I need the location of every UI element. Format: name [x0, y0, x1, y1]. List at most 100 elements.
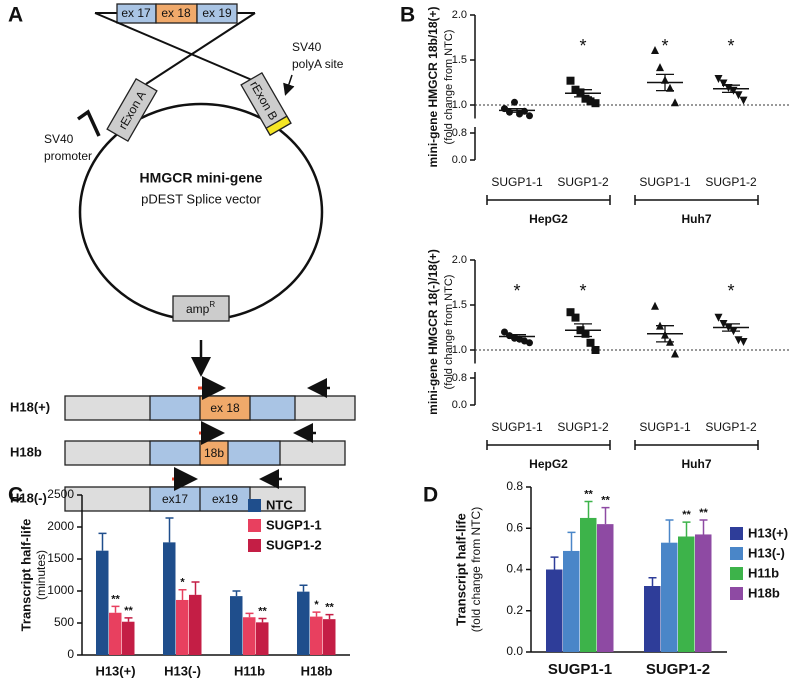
- bar: [661, 542, 678, 652]
- group-bracket: [634, 440, 759, 450]
- error-bar: [567, 531, 576, 551]
- y-tick-label: 1.0: [452, 99, 467, 111]
- error-bar: [574, 89, 592, 98]
- legend-label: H13(-): [748, 545, 785, 560]
- y-axis-title: Transcript half-life: [453, 513, 468, 626]
- error-bar: [124, 617, 133, 622]
- error-bar: [601, 506, 610, 525]
- data-point: [526, 112, 533, 120]
- legend-swatch: [730, 567, 743, 580]
- y-tick-label: 2.0: [452, 254, 467, 266]
- group-bracket: [634, 195, 759, 205]
- bar: [546, 569, 563, 652]
- group-label: Huh7: [682, 457, 712, 471]
- vector-type: pDEST Splice vector: [141, 191, 261, 206]
- bar: [597, 524, 614, 652]
- significance-label: **: [584, 488, 593, 500]
- y-axis-title: mini-gene HMGCR 18b/18(+): [426, 6, 440, 167]
- x-tick-label: H13(+): [95, 663, 135, 678]
- error-bar: [232, 590, 241, 597]
- bar: [176, 599, 189, 655]
- error-bar: [191, 581, 200, 595]
- error-bar: [98, 532, 107, 551]
- exon-label: ex19: [212, 492, 238, 506]
- x-tick-label: SUGP1-2: [705, 175, 757, 189]
- promoter-label: SV40: [44, 132, 74, 146]
- bar: [122, 621, 135, 655]
- bar: [163, 542, 176, 655]
- y-tick-label: 0: [67, 647, 74, 661]
- significance-label: **: [601, 495, 610, 507]
- error-bar: [584, 500, 593, 518]
- legend-label: H13(+): [748, 525, 788, 540]
- x-tick-label: SUGP1-1: [491, 420, 543, 434]
- legend-label: NTC: [266, 497, 293, 512]
- y-tick-label: 0.6: [506, 520, 523, 534]
- y-tick-label: 0.8: [506, 479, 523, 493]
- x-tick-label: H13(-): [164, 663, 201, 678]
- y-tick-label: 2500: [47, 487, 74, 501]
- legend-swatch: [730, 547, 743, 560]
- bar: [230, 596, 243, 655]
- significance-label: *: [661, 36, 668, 56]
- bar: [695, 534, 712, 652]
- data-point: [511, 98, 518, 106]
- data-point: [571, 313, 580, 322]
- promoter-label: promoter: [44, 149, 92, 163]
- significance-label: **: [699, 507, 708, 519]
- legend-swatch: [730, 527, 743, 540]
- y-axis-title: (fold change from NTC): [443, 275, 455, 390]
- error-bar: [178, 588, 187, 600]
- bar: [678, 536, 695, 652]
- panel-label: D: [423, 484, 438, 507]
- significance-label: *: [314, 599, 319, 611]
- significance-label: **: [258, 605, 267, 617]
- error-bar: [648, 577, 657, 586]
- error-bar: [508, 334, 526, 339]
- bar: [297, 591, 310, 655]
- data-point: [526, 339, 533, 347]
- bar: [256, 622, 269, 655]
- data-point: [719, 79, 728, 88]
- significance-label: *: [727, 281, 734, 301]
- group-label: HepG2: [529, 457, 568, 471]
- y-axis-title: (fold change from NTC): [469, 507, 483, 632]
- y-tick-label: 0.4: [506, 562, 523, 576]
- y-tick-label: 0.8: [452, 372, 467, 384]
- error-bar: [722, 323, 740, 332]
- vector-name: HMGCR mini-gene: [140, 170, 263, 186]
- legend-swatch: [248, 499, 261, 512]
- exon-box: [196, 3, 238, 24]
- data-point: [566, 76, 575, 85]
- data-point: [566, 308, 575, 317]
- error-bar: [550, 556, 559, 570]
- bar: [310, 616, 323, 655]
- y-tick-label: 500: [54, 615, 74, 629]
- data-point: [671, 98, 679, 107]
- error-bar: [165, 517, 174, 543]
- x-tick-label: H11b: [234, 663, 265, 678]
- data-point: [651, 301, 659, 310]
- data-point: [586, 338, 595, 347]
- significance-label: **: [682, 509, 691, 521]
- data-point: [581, 329, 590, 338]
- data-point: [734, 91, 743, 100]
- bar: [243, 617, 256, 655]
- bar: [323, 619, 336, 655]
- error-bar: [111, 605, 120, 613]
- legend-label: SUGP1-1: [266, 517, 322, 532]
- y-tick-label: 2.0: [452, 9, 467, 21]
- legend-label: SUGP1-2: [266, 537, 322, 552]
- y-axis-title: mini-gene HMGCR 18(-)/18(+): [426, 249, 440, 415]
- error-bar: [325, 613, 334, 620]
- data-point: [666, 83, 674, 92]
- y-tick-label: 0.0: [452, 399, 467, 411]
- error-bar: [682, 521, 691, 537]
- group-label: Huh7: [682, 212, 712, 226]
- x-tick-label: SUGP1-2: [557, 175, 609, 189]
- significance-label: **: [124, 605, 133, 617]
- x-tick-label: SUGP1-2: [557, 420, 609, 434]
- error-bar: [258, 617, 267, 623]
- y-tick-label: 0.0: [506, 644, 523, 658]
- error-bar: [722, 84, 740, 94]
